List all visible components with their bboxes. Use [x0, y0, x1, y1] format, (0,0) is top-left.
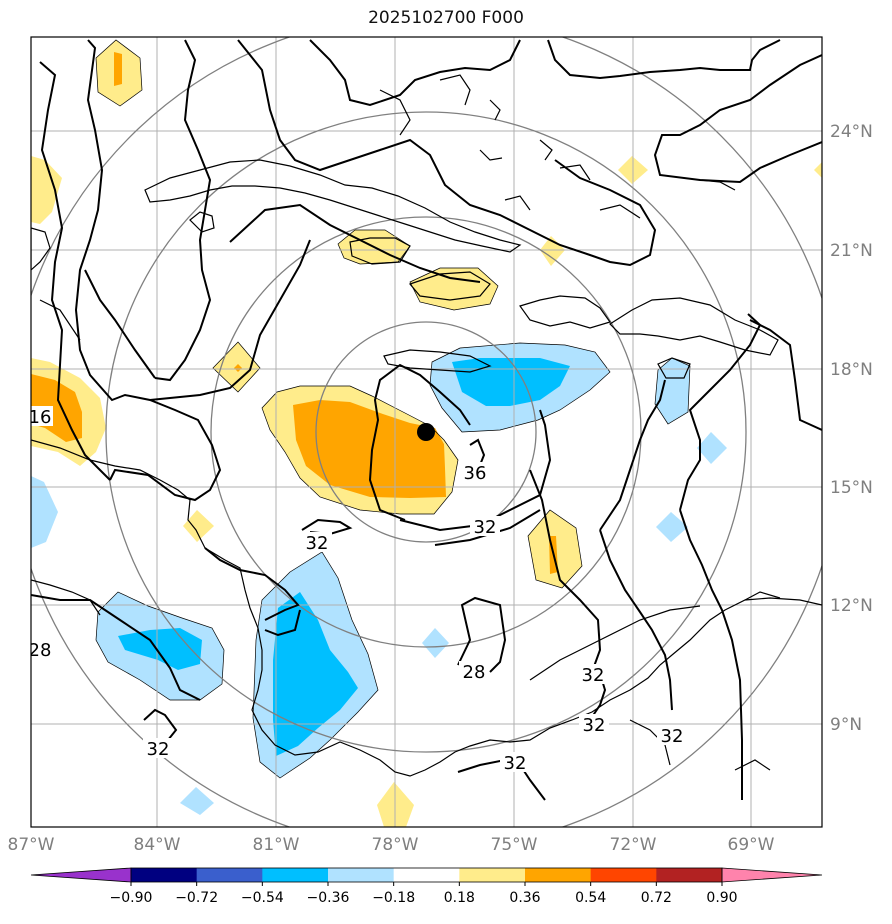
lon-tick-label: 84°W [134, 835, 181, 855]
contour-label-bg [578, 664, 608, 684]
shading-positive [31, 40, 822, 827]
colorbar-swatch [656, 868, 723, 882]
contour-label: 32 [474, 517, 497, 538]
lat-tick-label: 12°N [830, 596, 873, 616]
colorbar-swatch [393, 868, 460, 882]
contour-label: 32 [583, 715, 606, 736]
contour-label-bg [143, 738, 173, 758]
shading-negative [31, 343, 727, 815]
colorbar-swatch [525, 868, 592, 882]
range-rings [31, 37, 822, 827]
contour-label: 28 [463, 662, 486, 683]
contour-label-bg [459, 661, 489, 681]
lat-tick-label: 15°N [830, 478, 873, 498]
colorbar-swatch [196, 868, 263, 882]
contour-label: 32 [504, 753, 527, 774]
lon-tick-label: 81°W [253, 835, 300, 855]
colorbar-tick-label: 0.18 [444, 890, 475, 906]
contour-label-bg [31, 640, 53, 660]
colorbar-swatch [328, 868, 395, 882]
contour-label: 32 [661, 726, 684, 747]
colorbar-swatch [590, 868, 657, 882]
colorbar-extend-low [30, 867, 132, 883]
storm-center-marker [417, 423, 435, 441]
contour-label: 32 [306, 533, 329, 554]
lon-tick-label: 78°W [372, 835, 419, 855]
plot-frame [30, 36, 823, 828]
lon-tick-label: 69°W [728, 835, 775, 855]
lat-axis: 24°N 21°N 18°N 15°N 12°N 9°N [830, 122, 873, 735]
lon-axis: 87°W 84°W 81°W 78°W 75°W 72°W 69°W [8, 835, 775, 855]
colorbar-tick-label: 0.90 [706, 890, 737, 906]
colorbar-extend-high [721, 867, 823, 883]
lat-tick-label: 9°N [830, 715, 862, 735]
lon-tick-label: 87°W [8, 835, 55, 855]
lat-tick-label: 24°N [830, 122, 873, 142]
lat-tick-label: 18°N [830, 360, 873, 380]
colorbar-swatch [262, 868, 329, 882]
colorbar-tick-label: −0.72 [175, 890, 218, 906]
contour-label-bg [31, 406, 53, 426]
colorbar-tick-label: 0.36 [509, 890, 540, 906]
map-layers: 16 36 32 32 28 28 32 32 32 32 32 [29, 37, 822, 827]
contour-label: 16 [29, 407, 52, 428]
contour-label-bg [657, 725, 687, 745]
lat-tick-label: 21°N [830, 241, 873, 261]
contour-label-bg [460, 462, 490, 482]
lon-tick-label: 75°W [491, 835, 538, 855]
colorbar-tick-label: −0.36 [307, 890, 350, 906]
colorbar-tick-label: 0.54 [575, 890, 606, 906]
colorbar-tick-label: −0.90 [110, 890, 153, 906]
contour-label: 32 [147, 739, 170, 760]
contour-label-group: 16 36 32 32 28 28 32 32 32 32 32 [29, 406, 687, 774]
contour-label: 36 [464, 463, 487, 484]
lon-tick-label: 72°W [610, 835, 657, 855]
contour-label-bg [470, 516, 500, 536]
colorbar-frame [130, 867, 723, 883]
contour-label: 28 [29, 640, 52, 661]
colorbar: −0.90 −0.72 −0.54 −0.36 −0.18 0.18 0.36 0.54 0.7… [30, 867, 823, 906]
contour-label-bg [579, 714, 609, 734]
contour-label-bg [500, 752, 530, 772]
map-title: 2025102700 F000 [368, 8, 524, 28]
colorbar-swatch [459, 868, 526, 882]
contour-label-bg [302, 532, 332, 552]
contour-label: 32 [582, 665, 605, 686]
colorbar-tick-label: −0.54 [241, 890, 284, 906]
contours [31, 39, 822, 801]
colorbar-tick-label: −0.18 [372, 890, 415, 906]
colorbar-tick-label: 0.72 [641, 890, 672, 906]
colorbar-swatch [131, 868, 198, 882]
shading-outlines [95, 39, 691, 779]
